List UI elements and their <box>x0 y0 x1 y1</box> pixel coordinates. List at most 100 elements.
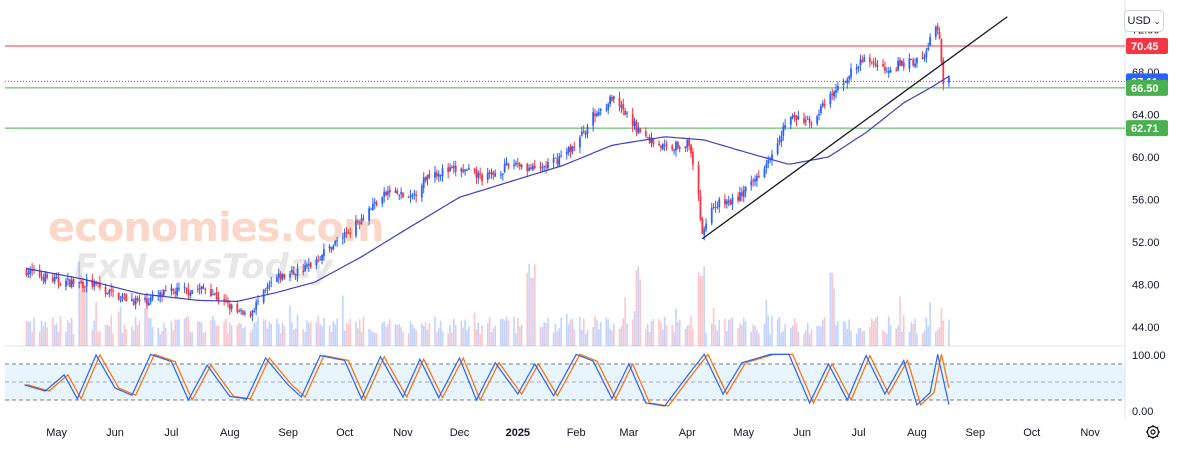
candle-121 <box>343 228 346 244</box>
volume-bar-37 <box>121 332 124 346</box>
volume-bar-294 <box>797 332 800 346</box>
volume-bar-149 <box>415 330 417 346</box>
candle-134 <box>375 200 378 207</box>
candle-body-34 <box>112 290 114 292</box>
candle-body-319 <box>863 57 866 62</box>
time-tick-0: May <box>46 427 67 439</box>
volume-bar-52 <box>161 330 163 346</box>
candle-236 <box>646 136 649 139</box>
volume-bar-139 <box>389 319 391 346</box>
candle-body-89 <box>257 300 259 302</box>
volume-bar-101 <box>291 322 293 346</box>
candle-175 <box>486 167 489 184</box>
candle-180 <box>499 170 502 180</box>
volume-bar-310 <box>842 321 845 346</box>
candle-238 <box>650 132 653 148</box>
gear-icon[interactable] <box>1145 424 1161 440</box>
candle-340 <box>921 51 924 60</box>
time-tick-2: Jul <box>164 427 178 439</box>
oscillator-tick-0: 100.00 <box>1132 350 1166 362</box>
candle-body-324 <box>876 64 879 67</box>
candle-body-322 <box>872 61 875 63</box>
candle-193 <box>531 162 534 172</box>
level-label-bg-0 <box>1126 37 1168 54</box>
candle-18 <box>70 275 73 289</box>
candle-179 <box>494 169 497 177</box>
candle-body-77 <box>227 301 229 303</box>
volume-bar-181 <box>501 318 504 346</box>
volume-bar-43 <box>136 325 139 346</box>
currency-selector[interactable]: USD ⌄ <box>1124 10 1164 32</box>
candle-body-180 <box>499 174 502 176</box>
candle-body-283 <box>769 159 772 161</box>
volume-bar-263 <box>716 330 719 346</box>
candle-110 <box>315 256 318 269</box>
candle-body-25 <box>91 279 94 287</box>
volume-bar-109 <box>309 321 312 346</box>
candle-122 <box>345 226 348 238</box>
volume-bar-78 <box>228 322 231 346</box>
candle-158 <box>439 174 442 182</box>
candle-43 <box>136 295 139 303</box>
candle-body-170 <box>473 169 476 171</box>
volume-bar-278 <box>756 329 758 346</box>
candle-149 <box>415 190 418 203</box>
candle-body-137 <box>385 191 387 196</box>
volume-bar-41 <box>132 329 135 346</box>
candle-267 <box>727 195 730 207</box>
candle-45 <box>144 295 146 303</box>
candle-body-107 <box>306 264 308 267</box>
candle-288 <box>782 122 785 141</box>
volume-bar-185 <box>513 316 515 346</box>
time-tick-3: Aug <box>220 427 240 439</box>
candle-body-29 <box>98 282 101 288</box>
candle-body-299 <box>810 123 813 125</box>
candle-body-169 <box>467 168 470 170</box>
volume-bar-346 <box>936 329 939 346</box>
level-label-2: 66.50 <box>1126 79 1168 96</box>
volume-bar-180 <box>500 318 502 346</box>
candle-70 <box>210 283 212 297</box>
candle-body-316 <box>857 66 860 68</box>
candle-32 <box>108 288 111 298</box>
candle-body-215 <box>592 112 595 126</box>
price-tick-7: 44.00 <box>1132 322 1160 334</box>
candle-83 <box>242 309 244 316</box>
candle-body-88 <box>255 302 258 310</box>
candle-body-113 <box>321 254 323 261</box>
volume-bar-28 <box>97 331 99 346</box>
volume-bar-275 <box>750 331 753 346</box>
candle-body-282 <box>767 160 770 164</box>
volume-bar-129 <box>362 316 365 346</box>
time-tick-13: Jun <box>793 427 811 439</box>
volume-bar-112 <box>319 324 321 346</box>
candle-body-133 <box>373 201 376 204</box>
volume-bar-211 <box>581 330 583 346</box>
volume-bar-161 <box>449 324 451 346</box>
volume-bar-98 <box>281 322 284 346</box>
candle-body-280 <box>763 168 766 178</box>
volume-bar-268 <box>729 318 732 346</box>
candle-body-256 <box>699 195 702 220</box>
volume-bar-293 <box>795 322 798 346</box>
candle-body-33 <box>110 289 113 291</box>
volume-bar-287 <box>780 332 783 346</box>
volume-bar-300 <box>816 325 818 346</box>
trendline[interactable] <box>701 16 1008 240</box>
volume-bar-144 <box>402 332 404 346</box>
candle-body-160 <box>447 167 450 173</box>
volume-bar-225 <box>618 329 621 346</box>
candle-39 <box>125 293 128 302</box>
candle-274 <box>744 186 747 198</box>
candle-body-333 <box>900 60 903 66</box>
volume-bar-0 <box>25 320 28 346</box>
candle-63 <box>189 290 192 300</box>
candle-345 <box>934 25 937 40</box>
candle-body-141 <box>396 190 399 194</box>
volume-bar-39 <box>125 329 128 346</box>
candle-297 <box>806 115 809 120</box>
volume-bar-286 <box>778 316 781 346</box>
candle-body-17 <box>68 279 71 288</box>
candle-body-318 <box>861 60 864 63</box>
